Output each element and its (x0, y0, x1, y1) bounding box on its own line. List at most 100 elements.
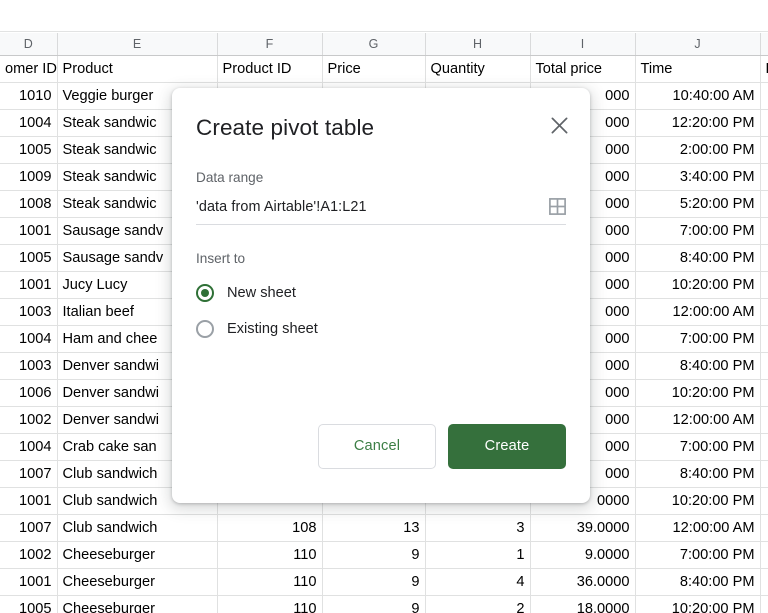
table-cell[interactable] (760, 595, 768, 613)
table-cell[interactable]: 13 (322, 514, 426, 542)
table-cell[interactable]: 7:00:00 PM (635, 433, 761, 461)
table-cell[interactable]: 1005 (0, 595, 58, 613)
radio-new-sheet[interactable]: New sheet (196, 278, 566, 308)
table-cell[interactable]: 2 (425, 595, 531, 613)
table-cell[interactable]: 9 (322, 541, 426, 569)
table-cell[interactable]: 8:40:00 PM (635, 568, 761, 596)
table-cell[interactable]: Cheeseburger (57, 541, 218, 569)
table-cell[interactable]: 110 (217, 568, 323, 596)
table-cell[interactable]: 1002 (0, 541, 58, 569)
table-cell[interactable]: Club sandwich (57, 487, 218, 515)
table-row[interactable]: 1005 Cheeseburger 110 9 2 18.0000 10:20:00 PM (0, 595, 768, 613)
table-cell[interactable]: 1005 (0, 244, 58, 272)
table-cell[interactable]: 4 (425, 568, 531, 596)
table-cell[interactable] (760, 82, 768, 110)
table-header-cell[interactable]: Quantity (425, 55, 531, 83)
table-cell[interactable]: 10:20:00 PM (635, 487, 761, 515)
table-header-cell[interactable]: Product (57, 55, 218, 83)
table-cell[interactable] (760, 379, 768, 407)
table-cell[interactable] (760, 244, 768, 272)
table-cell[interactable]: 110 (217, 595, 323, 613)
column-header-i[interactable]: I (530, 33, 636, 56)
table-cell[interactable] (760, 514, 768, 542)
table-cell[interactable]: 10:20:00 PM (635, 271, 761, 299)
table-header-cell[interactable]: Price (322, 55, 426, 83)
table-header-cell[interactable]: Product ID (217, 55, 323, 83)
table-cell[interactable] (760, 433, 768, 461)
table-cell[interactable]: 7:00:00 PM (635, 541, 761, 569)
table-cell[interactable]: 7:00:00 PM (635, 217, 761, 245)
table-cell[interactable] (760, 190, 768, 218)
table-cell[interactable]: 12:00:00 AM (635, 514, 761, 542)
table-cell[interactable]: 1001 (0, 568, 58, 596)
table-cell[interactable]: 12:00:00 AM (635, 406, 761, 434)
table-cell[interactable] (760, 406, 768, 434)
table-row[interactable]: 1002 Cheeseburger 110 9 1 9.0000 7:00:00 PM (0, 541, 768, 569)
table-cell[interactable]: 1010 (0, 82, 58, 110)
radio-existing-sheet[interactable]: Existing sheet (196, 314, 566, 344)
column-header-h[interactable]: H (425, 33, 531, 56)
table-cell[interactable]: 12:00:00 AM (635, 298, 761, 326)
table-cell[interactable]: 1004 (0, 109, 58, 137)
table-cell[interactable] (760, 325, 768, 353)
table-header-cell[interactable]: Time (635, 55, 761, 83)
data-range-value[interactable]: 'data from Airtable'!A1:L21 (196, 198, 367, 215)
table-cell[interactable] (760, 271, 768, 299)
table-cell[interactable]: Club sandwich (57, 514, 218, 542)
table-cell[interactable]: 1002 (0, 406, 58, 434)
table-cell[interactable]: 10:20:00 PM (635, 379, 761, 407)
table-cell[interactable]: 3 (425, 514, 531, 542)
column-header-d[interactable]: D (0, 33, 58, 56)
table-cell[interactable]: 1004 (0, 325, 58, 353)
table-cell[interactable]: 110 (217, 541, 323, 569)
table-cell[interactable]: 2:00:00 PM (635, 136, 761, 164)
table-cell[interactable]: 1007 (0, 514, 58, 542)
table-cell[interactable] (760, 298, 768, 326)
table-cell[interactable] (760, 541, 768, 569)
column-header-j[interactable]: J (635, 33, 761, 56)
table-cell[interactable]: 8:40:00 PM (635, 460, 761, 488)
grid-select-icon[interactable] (549, 198, 566, 215)
table-cell[interactable]: 108 (217, 514, 323, 542)
cancel-button[interactable]: Cancel (318, 423, 436, 469)
table-cell[interactable]: 1003 (0, 352, 58, 380)
table-cell[interactable]: Cheeseburger (57, 595, 218, 613)
table-row[interactable]: 1001 Cheeseburger 110 9 4 36.0000 8:40:00 PM (0, 568, 768, 596)
table-cell[interactable] (760, 568, 768, 596)
table-cell[interactable]: 36.0000 (530, 568, 636, 596)
table-cell[interactable]: 1007 (0, 460, 58, 488)
table-cell[interactable]: 9.0000 (530, 541, 636, 569)
table-cell[interactable]: 1009 (0, 163, 58, 191)
table-cell[interactable]: 8:40:00 PM (635, 244, 761, 272)
table-cell[interactable]: 1 (425, 541, 531, 569)
table-cell[interactable]: 39.0000 (530, 514, 636, 542)
table-cell[interactable]: 5:20:00 PM (635, 190, 761, 218)
table-cell[interactable]: 1001 (0, 487, 58, 515)
table-cell[interactable]: 10:40:00 AM (635, 82, 761, 110)
column-header-f[interactable]: F (217, 33, 323, 56)
table-cell[interactable] (760, 109, 768, 137)
table-header-cell[interactable]: Total price (530, 55, 636, 83)
table-cell[interactable]: 1003 (0, 298, 58, 326)
close-icon[interactable] (544, 110, 574, 140)
table-cell[interactable] (760, 217, 768, 245)
column-header-k[interactable] (760, 33, 768, 56)
table-header-cell[interactable]: D (760, 55, 768, 83)
table-row[interactable]: 1007 Club sandwich 108 13 3 39.0000 12:00:00 A… (0, 514, 768, 542)
table-cell[interactable]: 9 (322, 595, 426, 613)
table-cell[interactable]: 10:20:00 PM (635, 595, 761, 613)
table-cell[interactable]: 1001 (0, 217, 58, 245)
table-cell[interactable]: 3:40:00 PM (635, 163, 761, 191)
table-cell[interactable]: 1005 (0, 136, 58, 164)
table-cell[interactable] (760, 136, 768, 164)
table-cell[interactable]: 1004 (0, 433, 58, 461)
table-cell[interactable]: 7:00:00 PM (635, 325, 761, 353)
column-header-e[interactable]: E (57, 33, 218, 56)
create-button[interactable]: Create (448, 423, 566, 469)
table-cell[interactable]: 1001 (0, 271, 58, 299)
data-range-field[interactable]: 'data from Airtable'!A1:L21 (196, 198, 566, 225)
column-header-g[interactable]: G (322, 33, 426, 56)
table-cell[interactable]: 8:40:00 PM (635, 352, 761, 380)
table-cell[interactable]: 1008 (0, 190, 58, 218)
table-cell[interactable]: Cheeseburger (57, 568, 218, 596)
